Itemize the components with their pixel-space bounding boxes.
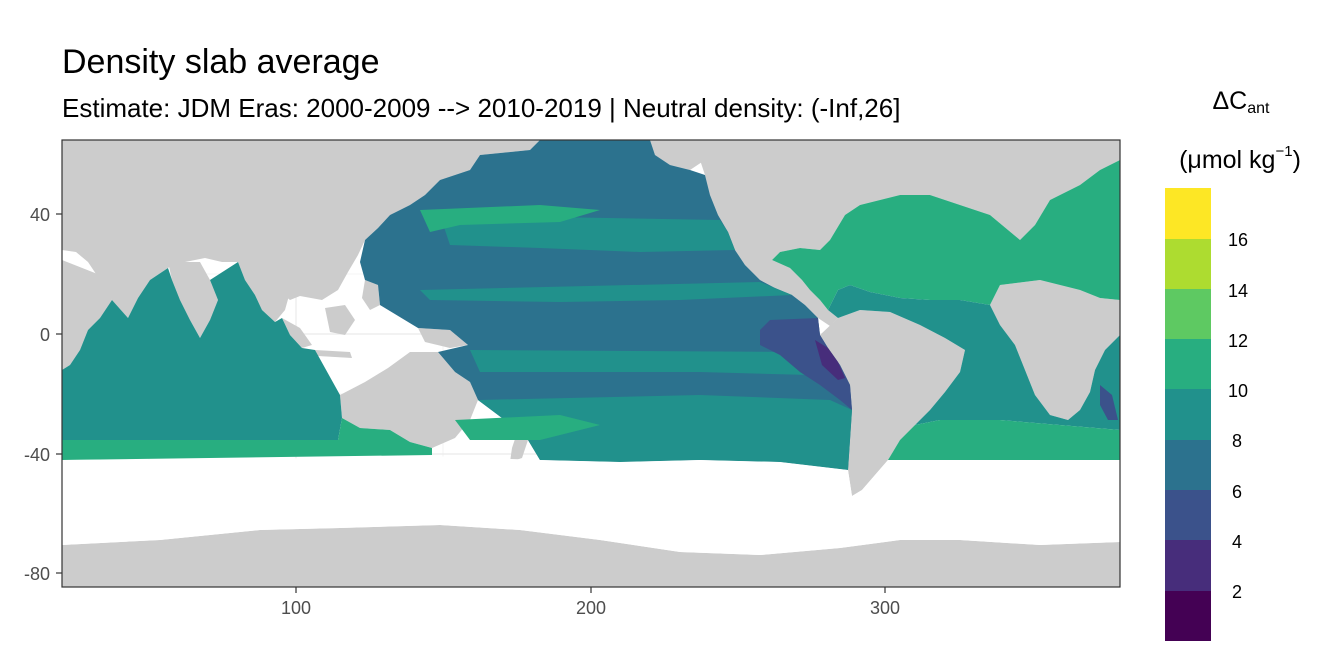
ocean-values: [62, 140, 1120, 470]
ocean-peru-upwelling: [815, 340, 845, 380]
legend-symbol: ΔC: [1212, 87, 1248, 115]
legend-swatch: [1165, 591, 1211, 641]
axis-tick-marks: [56, 213, 886, 593]
land-australia: [340, 352, 478, 448]
legend-swatch: [1165, 289, 1211, 339]
legend-swatch: [1165, 188, 1211, 239]
land-masses: [62, 140, 1120, 587]
land-greenland: [900, 140, 1000, 180]
ocean-east-pacific-low: [760, 318, 852, 410]
legend-swatch: [1165, 339, 1211, 389]
x-tick-label: 300: [870, 598, 900, 618]
legend-title-unit: (μmol kg−1): [1160, 135, 1320, 177]
plot-subtitle: Estimate: JDM Eras: 2000-2009 --> 2010-2…: [62, 93, 901, 123]
ocean-pacific-south: [478, 395, 852, 470]
legend-swatch: [1165, 389, 1211, 440]
land-alaska: [650, 140, 705, 170]
legend-label: 2: [1232, 582, 1242, 602]
legend-label: 4: [1232, 532, 1242, 552]
y-tick-label: -40: [24, 445, 50, 465]
land-borneo: [325, 305, 355, 335]
legend-label: 12: [1228, 331, 1248, 351]
legend-unit-suffix: ): [1292, 146, 1301, 174]
legend-swatch: [1165, 440, 1211, 490]
plot-title: Density slab average: [62, 43, 380, 81]
no-data-southern: [62, 456, 1120, 555]
land-java: [315, 350, 352, 358]
legend-subscript: ant: [1247, 100, 1270, 117]
ocean-pacific-band-3: [470, 350, 810, 375]
land-africa: [990, 280, 1120, 420]
legend-label: 14: [1228, 281, 1248, 301]
ocean-pacific-band-1: [440, 215, 735, 252]
land-philippines: [362, 280, 380, 310]
land-new-guinea: [418, 328, 468, 348]
legend-unit-prefix: (μmol kg: [1179, 146, 1276, 174]
land-north-america: [700, 140, 1120, 326]
y-tick-label: -80: [24, 564, 50, 584]
y-tick-label: 0: [40, 325, 50, 345]
land-sumatra: [282, 318, 312, 348]
legend-title-symbol: ΔCant: [1166, 84, 1316, 126]
land-indochina: [238, 262, 290, 322]
ocean-indian: [62, 262, 342, 440]
ocean-atlantic-north: [772, 160, 1120, 310]
land-antarctica: [62, 525, 1120, 587]
legend-label: 16: [1228, 230, 1248, 250]
legend-swatch: [1165, 239, 1211, 289]
ocean-benguela-low: [1100, 385, 1118, 420]
ocean-kuroshio: [420, 205, 600, 232]
ocean-pacific-south-band: [455, 415, 600, 440]
land-east-africa: [62, 260, 112, 370]
land-south-america: [820, 310, 965, 496]
legend-label: 6: [1232, 482, 1242, 502]
legend-colorbar: [1165, 188, 1211, 641]
legend-label: 8: [1232, 431, 1242, 451]
land-asia: [62, 140, 540, 318]
legend-unit-sup: −1: [1275, 143, 1293, 160]
legend-label: 10: [1228, 381, 1248, 401]
x-tick-label: 100: [281, 598, 311, 618]
ocean-indian-south: [62, 418, 432, 460]
x-tick-label: 200: [576, 598, 606, 618]
y-tick-label: 40: [30, 205, 50, 225]
ocean-atlantic-south: [888, 420, 1120, 460]
ocean-pacific-band-2: [420, 282, 792, 302]
legend-swatch: [1165, 490, 1211, 540]
legend-swatch: [1165, 540, 1211, 591]
land-india: [168, 262, 218, 338]
ocean-atlantic-tropical: [828, 285, 1120, 430]
